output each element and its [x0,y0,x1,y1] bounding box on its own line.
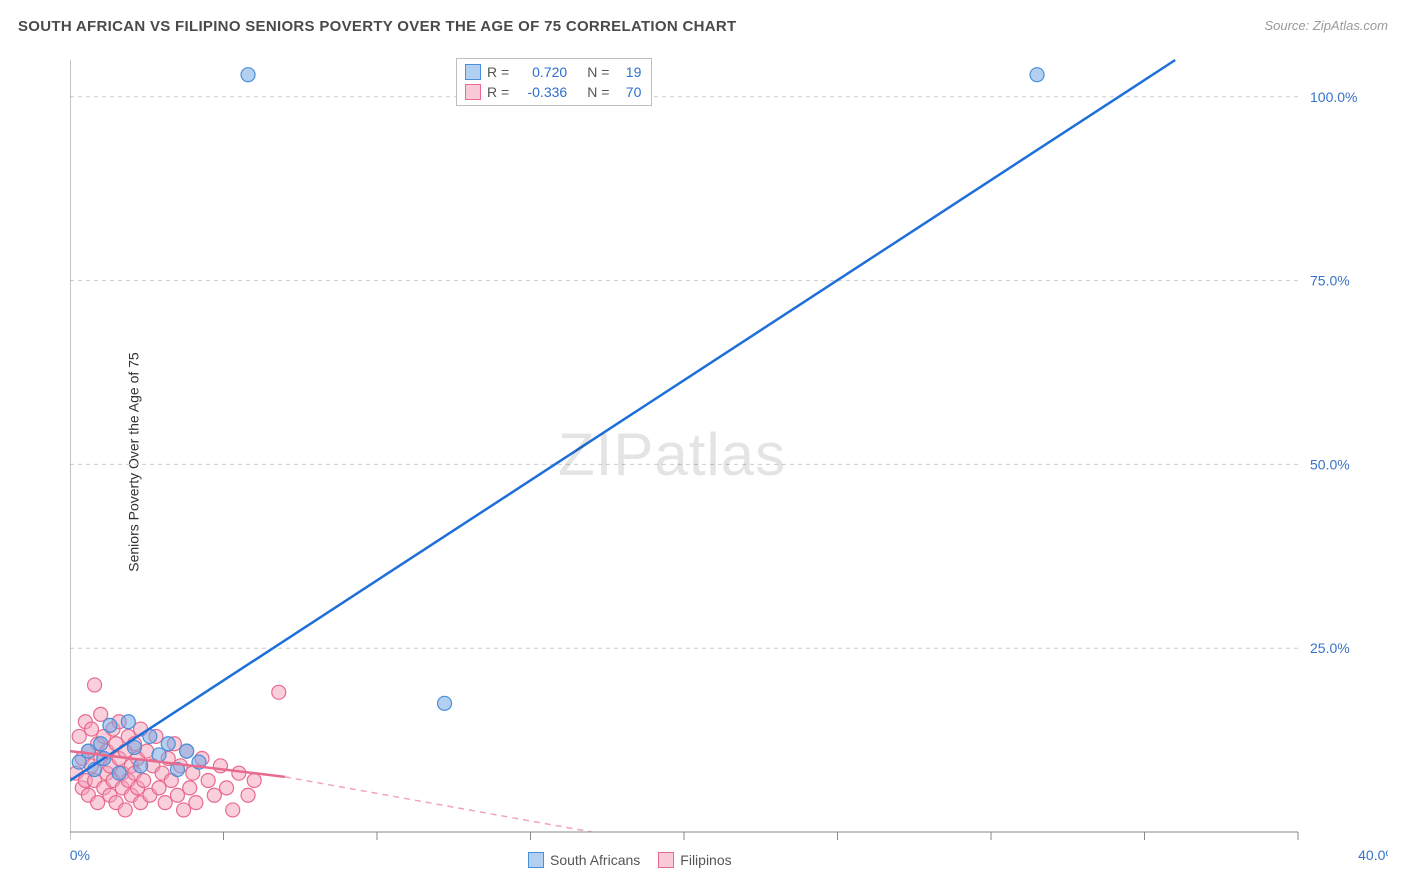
axes [70,60,1298,840]
stats-row-blue: R = 0.720 N = 19 [465,62,641,82]
r-value-pink: -0.336 [515,82,567,102]
legend-label-pink: Filipinos [680,852,731,868]
n-value-blue: 19 [615,62,641,82]
chart-area: Seniors Poverty Over the Age of 75 25.0%… [18,50,1388,874]
r-label: R = [487,62,509,82]
stats-row-pink: R = -0.336 N = 70 [465,82,641,102]
stats-legend-frame: R = 0.720 N = 19 R = -0.336 N = 70 [456,58,652,106]
series-legend: South Africans Filipinos [528,852,732,868]
stats-legend: R = 0.720 N = 19 R = -0.336 N = 70 [456,58,652,106]
svg-text:40.0%: 40.0% [1358,847,1388,863]
grid-layer [70,97,1298,648]
source-attribution: Source: ZipAtlas.com [1264,18,1388,33]
n-label-2: N = [587,82,609,102]
chart-header: SOUTH AFRICAN VS FILIPINO SENIORS POVERT… [18,18,1388,35]
r-label-2: R = [487,82,509,102]
legend-swatch-blue-icon [528,852,544,868]
r-value-blue: 0.720 [515,62,567,82]
svg-text:75.0%: 75.0% [1310,273,1350,289]
scatter-plot: 25.0% 50.0% 75.0% 100.0% 0.0% 40.0% [70,50,1388,874]
legend-label-blue: South Africans [550,852,640,868]
svg-text:100.0%: 100.0% [1310,89,1357,105]
svg-text:25.0%: 25.0% [1310,640,1350,656]
trend-lines [70,60,1175,832]
svg-text:0.0%: 0.0% [70,847,90,863]
svg-text:50.0%: 50.0% [1310,456,1350,472]
chart-title: SOUTH AFRICAN VS FILIPINO SENIORS POVERT… [18,18,736,35]
swatch-pink-icon [465,84,481,100]
source-value: ZipAtlas.com [1313,18,1388,33]
swatch-blue-icon [465,64,481,80]
tick-labels: 25.0% 50.0% 75.0% 100.0% 0.0% 40.0% [70,89,1388,863]
source-prefix: Source: [1264,18,1312,33]
legend-item-pink: Filipinos [658,852,731,868]
legend-item-blue: South Africans [528,852,640,868]
legend-swatch-pink-icon [658,852,674,868]
south-african-points [72,68,1044,780]
n-label: N = [587,62,609,82]
n-value-pink: 70 [615,82,641,102]
